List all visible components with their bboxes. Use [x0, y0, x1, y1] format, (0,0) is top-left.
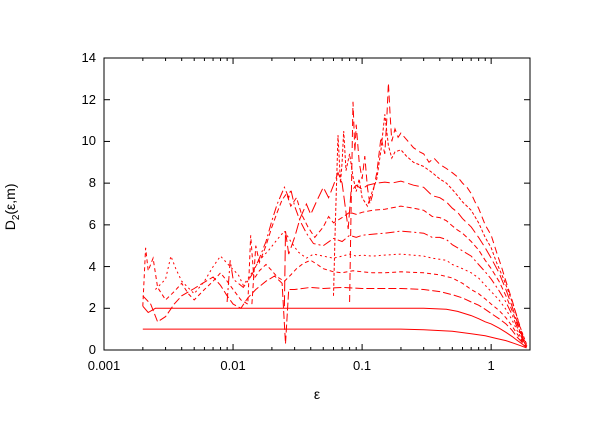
y-axis-label-sub: 2 [10, 214, 22, 221]
y-axis-label-rest: (ε,m) [2, 183, 19, 215]
plot-border [103, 57, 531, 351]
x-tick-label-0.01: 0.01 [220, 358, 246, 373]
y-axis-label: D2(ε,m) [2, 137, 22, 277]
y-tick-label-12: 12 [81, 91, 96, 107]
series-m-6 [226, 186, 527, 346]
y-axis-label-main: D [2, 220, 19, 231]
series-m-9 [333, 114, 527, 342]
x-tick-label-0.1: 0.1 [353, 358, 372, 373]
y-tick-label-14: 14 [81, 50, 96, 65]
y-tick-label-4: 4 [88, 258, 96, 274]
series-m-5 [155, 230, 528, 347]
y-tick-label-6: 6 [88, 216, 96, 232]
y-tick-label-2: 2 [88, 300, 96, 316]
series-m-7 [251, 192, 527, 346]
series-m-3 [142, 275, 528, 348]
x-tick-label-1: 1 [487, 358, 495, 373]
x-tick-label-0.001: 0.001 [87, 358, 121, 373]
series-m-1 [142, 328, 527, 349]
y-tick-label-8: 8 [88, 175, 96, 191]
y-tick-label-10: 10 [81, 133, 96, 149]
y-tick-label-0: 0 [88, 342, 96, 357]
series-m-8 [283, 171, 527, 344]
x-axis-label: ε [313, 386, 321, 402]
series-m-2 [142, 305, 527, 348]
series-m-4 [142, 235, 528, 347]
series-m-10 [349, 82, 527, 344]
